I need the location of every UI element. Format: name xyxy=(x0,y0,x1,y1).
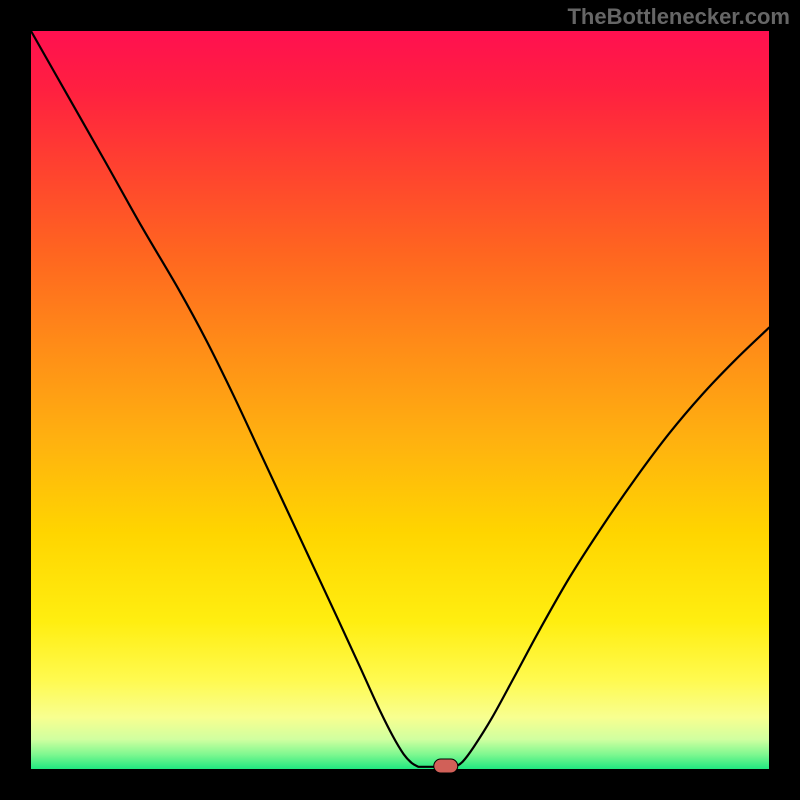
plot-background xyxy=(31,31,769,769)
bottleneck-chart: TheBottlenecker.com xyxy=(0,0,800,800)
optimal-point-marker xyxy=(434,759,458,773)
chart-svg: TheBottlenecker.com xyxy=(0,0,800,800)
watermark-text: TheBottlenecker.com xyxy=(567,4,790,29)
